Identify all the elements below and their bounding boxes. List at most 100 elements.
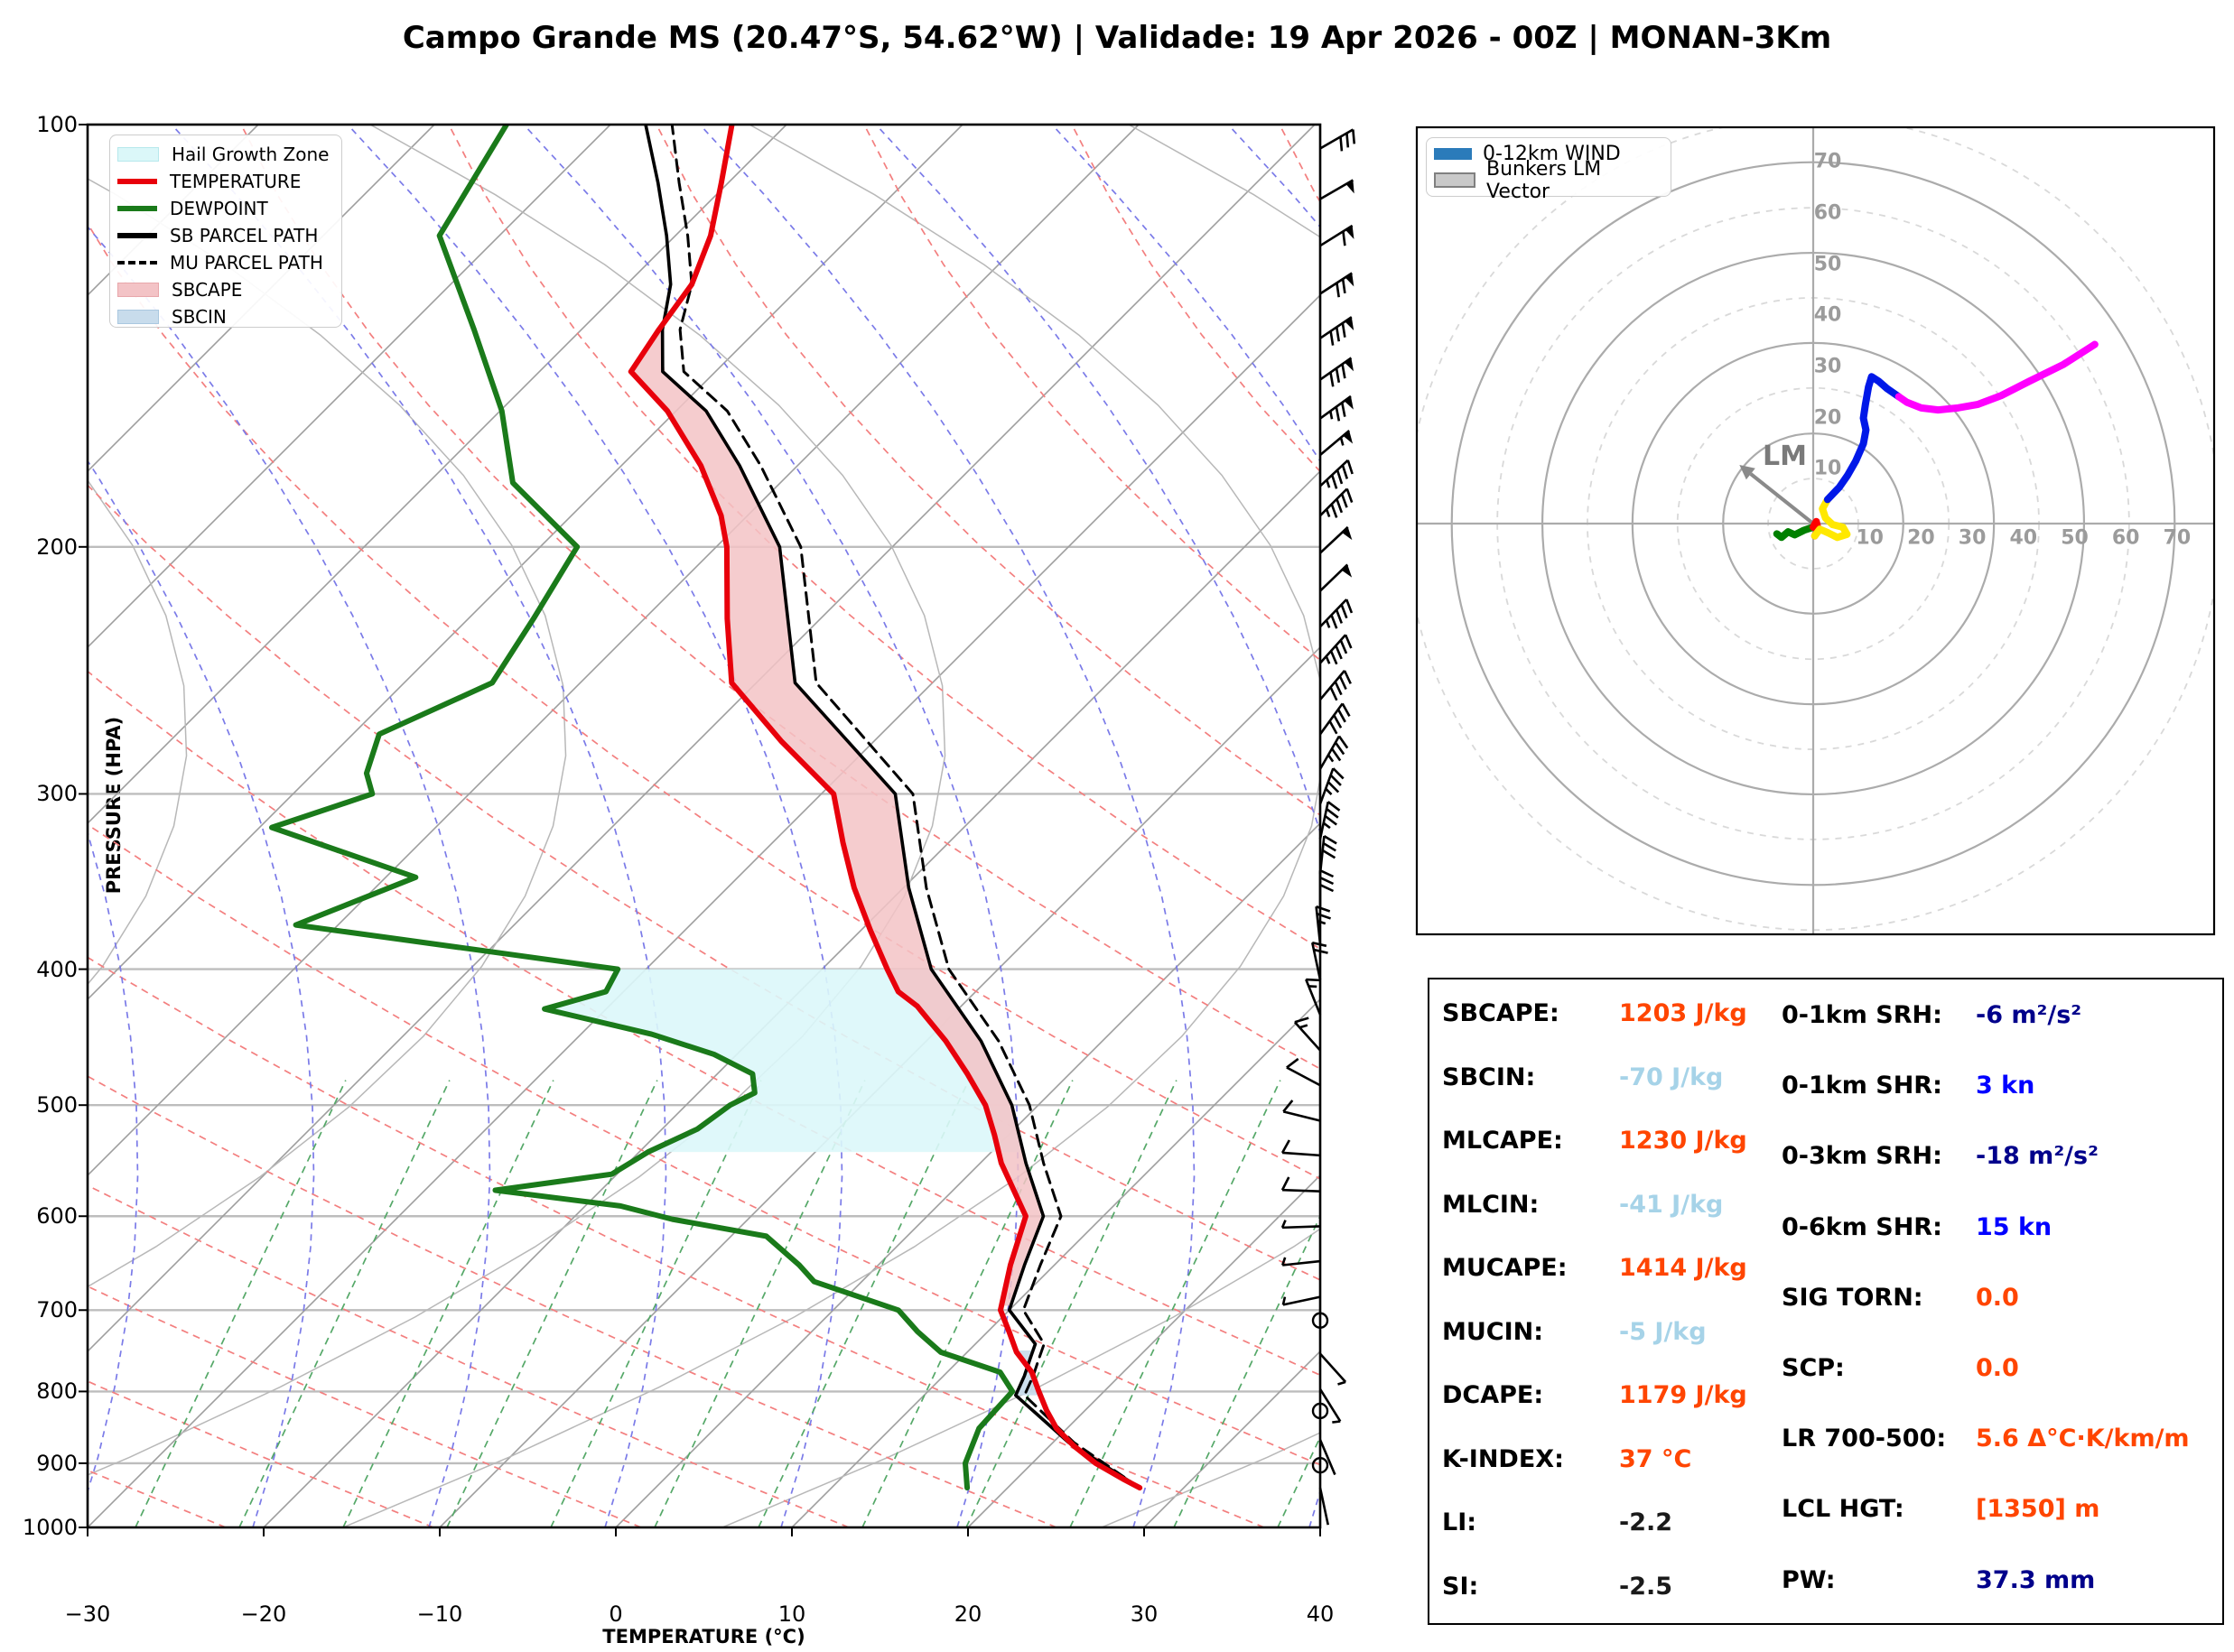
calm-wind-icon [1311, 1456, 1329, 1474]
stat-label: SBCAPE: [1442, 999, 1559, 1027]
wind-barb-feather [1316, 905, 1331, 913]
stat-value: 37.3 mm [1976, 1565, 2096, 1594]
moist-adiabat-line [347, 125, 843, 1527]
wind-barb-staff [1286, 1066, 1321, 1087]
stat-value: -2.2 [1619, 1508, 1673, 1536]
mixing-ratio-line [965, 1080, 1178, 1527]
legend-item-label: SB PARCEL PATH [170, 225, 319, 246]
legend-swatch-patch-icon [117, 283, 159, 297]
isotherm-line [967, 1174, 1320, 1527]
wind-barb-staff [1318, 702, 1344, 736]
wind-barb-staff [1282, 1110, 1321, 1122]
wind-barb-feather [1319, 884, 1335, 893]
wind-barb-feather [1330, 614, 1338, 629]
wind-barb-feather [1325, 655, 1331, 664]
wind-barb-feather [1337, 1380, 1346, 1386]
wind-barb-staff [1319, 128, 1354, 150]
wind-barb-staff [1319, 670, 1345, 701]
stat-label: MUCAPE: [1442, 1254, 1568, 1282]
mixing-ratio-line [654, 1080, 866, 1527]
stat-value: 1414 J/kg [1619, 1254, 1747, 1282]
wind-barb-staff [1282, 1259, 1321, 1267]
stat-value: 37 °C [1619, 1444, 1692, 1473]
legend-swatch-icon [1434, 172, 1475, 188]
temperature-tick-label: 10 [777, 1601, 806, 1627]
left-mover-label: LM [1763, 441, 1807, 472]
stat-value: 1203 J/kg [1619, 999, 1747, 1027]
wind-barb-feather [1282, 1100, 1294, 1113]
lm-arrowhead-icon [1739, 465, 1755, 480]
wind-barb-feather [1324, 814, 1337, 826]
dry-adiabat-line [88, 1285, 642, 1527]
wind-barb-feather [1329, 372, 1335, 387]
wind-barb-pennant [1345, 357, 1354, 372]
mixing-ratio-line [135, 1080, 347, 1527]
stat-label: PW: [1782, 1565, 1836, 1594]
hodograph-frame [1415, 125, 2216, 936]
isotherm-line [88, 125, 611, 649]
wind-barb-feather [1319, 877, 1335, 886]
legend-item-label: DEWPOINT [170, 198, 268, 219]
hodograph-ring-label: 30 [1958, 526, 1987, 550]
wind-barb-feather [1322, 849, 1336, 859]
legend-item: Hail Growth Zone [117, 141, 341, 168]
wind-barb-staff [1318, 735, 1341, 770]
hodograph-ring-label: 70 [1813, 150, 1842, 173]
wind-barb-pennant [1344, 395, 1354, 410]
wind-barb-staff [1282, 1151, 1321, 1157]
wind-barb-feather [1325, 787, 1333, 795]
hodograph-ring-label: 40 [1813, 303, 1842, 327]
isotherm-line [88, 125, 435, 473]
hodograph-ring-label: 10 [1813, 457, 1842, 480]
page-title: Campo Grande MS (20.47°S, 54.62°W) | Val… [402, 20, 1832, 56]
legend-swatch-line-icon [117, 206, 157, 211]
mixing-ratio-line [446, 1080, 658, 1527]
skewt-legend: Hail Growth Zone TEMPERATURE DEWPOINT SB PA… [109, 135, 342, 328]
stat-value: 3 kn [1976, 1072, 2035, 1100]
wind-barb-feather [1329, 330, 1335, 346]
gray-adiabat-line [88, 125, 946, 1476]
wind-barb-feather [1338, 675, 1347, 691]
wind-barb-feather [1317, 913, 1331, 920]
hodograph-ring-label: 20 [1907, 526, 1935, 550]
wind-barb-feather [1286, 1057, 1299, 1069]
wind-barb-column [1280, 128, 1356, 1526]
wind-barb-pennant [1342, 526, 1353, 541]
bunkers-lm-vector [1749, 472, 1815, 525]
hodograph-ring-label: 50 [1813, 253, 1842, 275]
legend-swatch-icon [1434, 148, 1472, 160]
wind-barb-feather [1329, 411, 1334, 420]
wind-barb-feather [1340, 402, 1346, 417]
temperature-tick-label: 0 [609, 1601, 623, 1627]
wind-barb-feather [1339, 136, 1344, 152]
wind-barb-feather [1335, 609, 1344, 624]
wind-barb-feather [1339, 437, 1345, 446]
legend-swatch-dash-icon [117, 261, 157, 265]
pressure-tick-label: 400 [36, 956, 78, 982]
pressure-tick-label: 100 [36, 112, 78, 137]
isotherm-line [439, 645, 1320, 1527]
stat-value: -2.5 [1619, 1572, 1673, 1601]
hodograph-ring-label: 30 [1813, 355, 1842, 378]
stat-value: 1179 J/kg [1619, 1381, 1747, 1409]
wind-barb-staff [1319, 599, 1348, 628]
wind-barb-feather [1335, 645, 1343, 660]
wind-barb-feather [1326, 808, 1339, 819]
temperature-tick-label: −10 [416, 1601, 463, 1627]
wind-barb-feather [1322, 821, 1331, 830]
hodograph-ring-label: 10 [1856, 526, 1884, 550]
wind-barb-feather [1346, 459, 1354, 475]
legend-item-label: Hail Growth Zone [172, 144, 330, 165]
mixing-ratio-line [550, 1080, 762, 1527]
legend-item-label: MU PARCEL PATH [170, 252, 323, 274]
wind-barb-staff [1319, 224, 1354, 247]
wind-barb-feather [1281, 1296, 1287, 1305]
hodograph-ring-label: 70 [2163, 526, 2192, 550]
wind-barb-feather [1325, 619, 1331, 628]
indices-panel: SBCAPE: 1203 J/kg SBCIN: -70 J/kg MLCAPE: 123… [1428, 978, 2224, 1625]
wind-barb-staff [1319, 634, 1347, 664]
stat-value: 1230 J/kg [1619, 1127, 1747, 1155]
calm-wind-icon [1311, 1402, 1329, 1420]
skewt-frame [86, 123, 1322, 1529]
